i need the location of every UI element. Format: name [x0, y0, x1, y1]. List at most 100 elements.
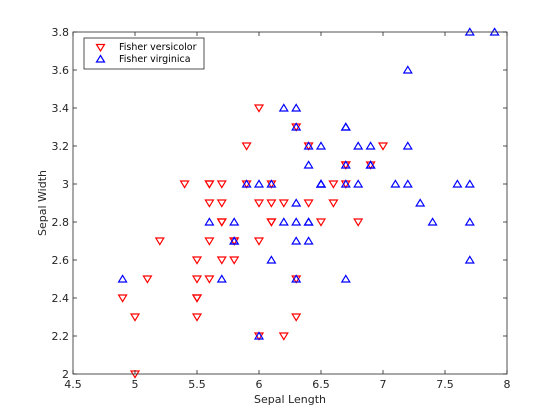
data-point	[291, 274, 302, 283]
data-point	[365, 160, 376, 169]
y-tick-label: 3.4	[52, 102, 70, 115]
y-tick-label: 3.6	[52, 64, 70, 77]
data-point	[464, 179, 475, 188]
legend-label-versicolor: Fisher versicolor	[119, 42, 197, 53]
data-point	[328, 199, 339, 208]
data-point	[291, 313, 302, 322]
data-point	[191, 294, 203, 303]
data-point	[191, 313, 203, 322]
data-point	[191, 256, 203, 265]
data-point	[291, 103, 302, 112]
data-point	[266, 199, 277, 208]
data-point	[402, 179, 413, 188]
data-point	[291, 122, 302, 131]
data-point	[216, 256, 227, 265]
series-virginica	[117, 27, 500, 340]
data-point	[278, 332, 289, 341]
data-point	[204, 237, 215, 246]
data-point	[129, 313, 141, 322]
data-point	[179, 180, 190, 189]
data-point	[315, 141, 327, 150]
data-point	[278, 103, 289, 112]
data-point	[353, 141, 364, 150]
data-point	[377, 142, 389, 151]
data-point	[241, 179, 252, 188]
data-point	[303, 199, 314, 208]
data-point	[303, 141, 314, 150]
data-point	[303, 217, 314, 226]
data-point	[452, 179, 463, 188]
data-point	[328, 180, 339, 189]
data-point	[291, 236, 302, 245]
data-point	[253, 199, 265, 208]
data-point	[229, 256, 240, 265]
data-point	[253, 331, 265, 340]
data-point	[402, 141, 413, 150]
x-tick-label: 7	[380, 378, 387, 391]
data-point	[291, 217, 302, 226]
data-point	[353, 218, 364, 227]
y-tick-label: 3.8	[52, 26, 70, 39]
data-point	[303, 236, 314, 245]
data-point	[390, 179, 401, 188]
x-tick-label: 5.5	[188, 378, 206, 391]
data-point	[278, 217, 289, 226]
data-point	[315, 218, 327, 227]
ticks-layer: 4.5 5 5.5 6 6.5 7 7.5 8 2 2.2 2.4 2.6 2.8 3 3.2 3.4 3.6 3…	[52, 26, 511, 391]
y-tick-label: 3.2	[52, 140, 70, 153]
marks-layer	[117, 27, 500, 379]
x-tick-label: 5	[132, 378, 139, 391]
data-point	[204, 275, 215, 284]
data-point	[216, 274, 227, 283]
data-point	[415, 198, 426, 207]
y-tick-label: 2.8	[52, 216, 70, 229]
data-point	[204, 180, 215, 189]
data-point	[253, 179, 265, 188]
data-point	[229, 236, 240, 245]
data-point	[154, 237, 165, 246]
legend-label-virginica: Fisher virginica	[119, 54, 191, 65]
x-tick-label: 6	[256, 378, 263, 391]
data-point	[216, 180, 227, 189]
y-tick-label: 2.2	[52, 330, 70, 343]
y-tick-label: 2.6	[52, 254, 70, 267]
legend-box	[83, 37, 205, 70]
data-point	[266, 255, 277, 264]
plot-area-frame	[72, 31, 508, 375]
legend-marker-virginica	[95, 54, 106, 63]
y-tick-label: 2.4	[52, 292, 70, 305]
x-tick-label: 7.5	[436, 378, 454, 391]
data-point	[204, 217, 215, 226]
data-point	[253, 237, 265, 246]
data-point	[204, 199, 215, 208]
legend-marker-versicolor	[95, 43, 106, 53]
y-tick-label: 2	[62, 368, 69, 381]
data-point	[291, 198, 302, 207]
data-point	[266, 179, 277, 188]
x-tick-label: 6.5	[312, 378, 330, 391]
y-tick-label: 3	[62, 178, 69, 191]
legend: Fisher versicolor Fisher virginica	[83, 37, 205, 70]
plot-area-background	[73, 32, 507, 374]
data-point	[241, 142, 252, 151]
data-point	[340, 160, 351, 169]
data-point	[315, 179, 327, 188]
x-tick-label: 4.5	[64, 378, 82, 391]
data-point	[464, 217, 475, 226]
data-point	[253, 104, 265, 113]
data-point	[229, 217, 240, 226]
data-point	[191, 275, 203, 284]
data-point	[340, 122, 351, 131]
x-axis-label: Sepal Length	[254, 393, 326, 406]
data-point	[117, 294, 128, 303]
data-point	[303, 160, 314, 169]
data-point	[353, 179, 364, 188]
data-point	[402, 65, 413, 74]
data-point	[427, 217, 438, 226]
data-point	[464, 255, 475, 264]
y-axis-label: Sepal Width	[36, 170, 49, 236]
data-point	[340, 274, 351, 283]
data-point	[340, 179, 351, 188]
data-point	[365, 141, 376, 150]
